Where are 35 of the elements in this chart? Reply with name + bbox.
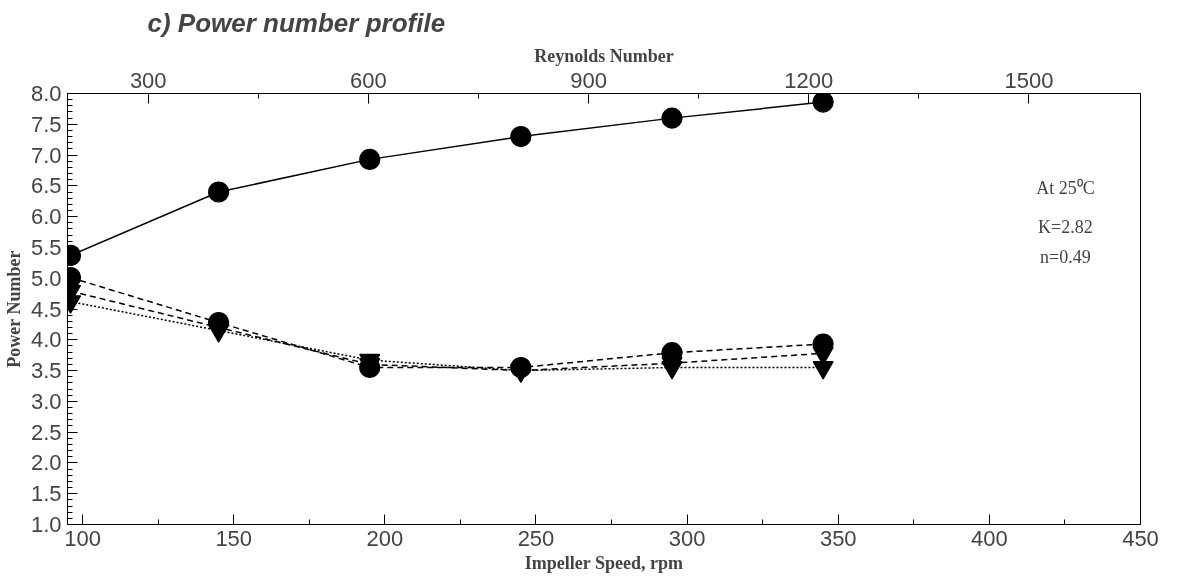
y-tick-label: 3.0 [30,388,62,414]
y-tick-label: 6.5 [30,173,62,199]
y-tick-label: 4.5 [30,296,62,322]
y-tick-label: 1.0 [30,512,62,537]
x-tick-label: 200 [366,525,404,551]
y-tick-label: 1.5 [30,481,62,507]
y-tick-label: 8.0 [30,81,62,106]
y-tick-label: 7.5 [30,111,62,137]
x-tick-label: 150 [215,525,253,551]
x-axis-title: Impeller Speed, rpm [524,552,683,573]
y-tick-label: 5.0 [30,265,62,291]
x2-tick-label: 300 [129,67,167,93]
x-tick-label: 400 [971,525,1008,551]
x-tick-label: 350 [819,525,857,551]
x2-tick-label: 1500 [1004,67,1054,93]
y-axis-title: Power Number [3,250,24,368]
y-tick-label: 6.0 [30,204,62,230]
y-tick-label: 7.0 [30,142,62,168]
y-tick-label: 2.0 [30,450,62,476]
annotation: K=2.82 [1038,217,1093,238]
y-tick-label: 5.5 [30,234,62,260]
chart-title: c) Power number profile [147,7,446,38]
x-tick-label: 100 [64,525,101,551]
x-tick-label: 450 [1122,525,1159,551]
annotation: At 25⁰C [1036,178,1095,199]
y-tick-label: 3.5 [30,358,62,384]
x2-axis-title: Reynolds Number [534,45,674,66]
y-tick-label: 2.5 [30,419,62,445]
x2-tick-label: 900 [570,67,607,93]
annotation: n=0.49 [1040,247,1091,268]
x-tick-label: 300 [668,525,706,551]
x2-tick-label: 600 [350,67,387,93]
x-tick-label: 250 [517,525,555,551]
x2-tick-label: 1200 [784,67,834,93]
y-tick-label: 4.0 [30,327,62,353]
